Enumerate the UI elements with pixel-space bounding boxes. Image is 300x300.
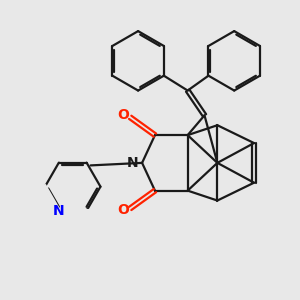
Text: N: N bbox=[53, 204, 65, 218]
Text: O: O bbox=[117, 108, 129, 122]
Text: O: O bbox=[117, 203, 129, 218]
Text: N: N bbox=[126, 156, 138, 170]
